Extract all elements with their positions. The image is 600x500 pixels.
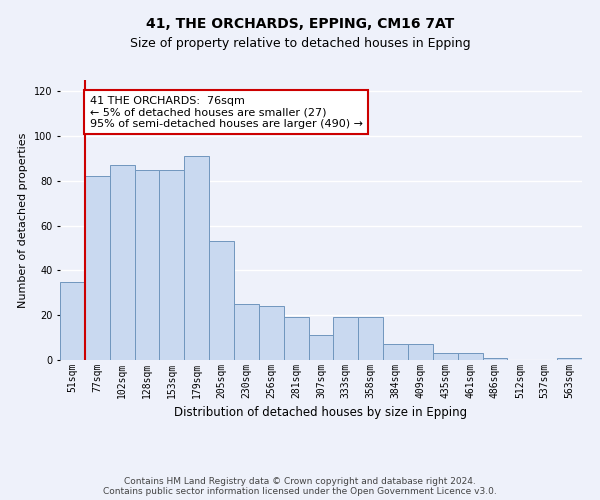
Bar xyxy=(334,318,358,360)
Bar xyxy=(259,306,284,360)
Bar xyxy=(284,318,308,360)
Bar xyxy=(160,170,184,360)
Text: Contains public sector information licensed under the Open Government Licence v3: Contains public sector information licen… xyxy=(103,487,497,496)
Bar xyxy=(184,156,209,360)
Bar xyxy=(308,336,334,360)
Bar xyxy=(134,170,160,360)
Text: Size of property relative to detached houses in Epping: Size of property relative to detached ho… xyxy=(130,38,470,51)
Bar xyxy=(209,242,234,360)
Bar xyxy=(234,304,259,360)
Y-axis label: Number of detached properties: Number of detached properties xyxy=(19,132,28,308)
X-axis label: Distribution of detached houses by size in Epping: Distribution of detached houses by size … xyxy=(175,406,467,420)
Text: Contains HM Land Registry data © Crown copyright and database right 2024.: Contains HM Land Registry data © Crown c… xyxy=(124,477,476,486)
Bar xyxy=(358,318,383,360)
Bar xyxy=(482,358,508,360)
Bar xyxy=(110,165,134,360)
Bar xyxy=(408,344,433,360)
Text: 41, THE ORCHARDS, EPPING, CM16 7AT: 41, THE ORCHARDS, EPPING, CM16 7AT xyxy=(146,18,454,32)
Text: 41 THE ORCHARDS:  76sqm
← 5% of detached houses are smaller (27)
95% of semi-det: 41 THE ORCHARDS: 76sqm ← 5% of detached … xyxy=(90,96,363,129)
Bar xyxy=(60,282,85,360)
Bar xyxy=(85,176,110,360)
Bar xyxy=(433,354,458,360)
Bar xyxy=(557,358,582,360)
Bar xyxy=(383,344,408,360)
Bar xyxy=(458,354,482,360)
